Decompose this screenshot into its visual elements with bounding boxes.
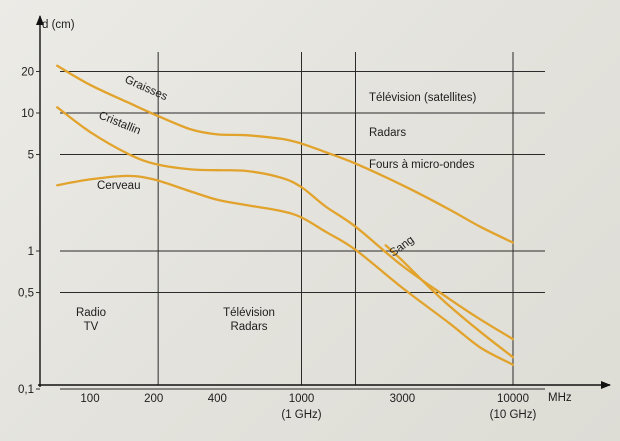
y-tick-label-0: 20 <box>21 66 34 78</box>
x-tick-label-3: 1000 <box>289 393 315 405</box>
x-tick-sublabel-3: (1 GHz) <box>281 409 321 421</box>
y-tick-label-1: 10 <box>21 108 34 120</box>
annotation-television-satellites: Télévision (satellites) <box>369 92 477 104</box>
x-tick-label-5: 10000 <box>497 393 529 405</box>
annotation-radars: Radars <box>369 127 406 139</box>
y-axis-label: d (cm) <box>42 19 75 31</box>
annotation-fours-micro-ondes: Fours à micro-ondes <box>369 159 475 171</box>
x-tick-label-2: 400 <box>208 393 227 405</box>
series-label-cerveau: Cerveau <box>97 180 140 192</box>
series-line-graisses <box>56 64 515 244</box>
series-label-cristallin: Cristallin <box>97 110 142 138</box>
x-tick-label-1: 200 <box>144 393 163 405</box>
series-label-sang: Sang <box>388 234 417 259</box>
annotation-radio: Radio <box>76 307 106 319</box>
series-line-sang <box>384 244 515 359</box>
series-curves <box>56 64 515 366</box>
x-tick-label-0: 100 <box>80 393 99 405</box>
x-tick-label-4: 3000 <box>390 393 416 405</box>
chart-grid <box>60 52 545 390</box>
y-tick-label-2: 5 <box>28 150 34 162</box>
annotation-television: Télévision <box>223 307 275 319</box>
series-label-graisses: Graisses <box>123 74 170 104</box>
annotation-radars-low: Radars <box>230 321 267 333</box>
chart-axes <box>36 15 611 389</box>
series-line-cerveau <box>56 174 515 366</box>
annotation-tv: TV <box>84 321 99 333</box>
y-tick-label-4: 0,5 <box>18 288 34 300</box>
x-tick-sublabel-5: (10 GHz) <box>490 409 537 421</box>
x-axis-label: MHz <box>548 392 572 404</box>
x-tick-labels: 100 200 400 1000 (1 GHz) 3000 10000 (10 GHz) <box>80 393 536 421</box>
y-tick-label-3: 1 <box>28 246 34 258</box>
y-tick-labels: 20 10 5 1 0,5 0,1 <box>18 66 40 396</box>
series-line-cristallin <box>56 106 515 341</box>
y-tick-label-5: 0,1 <box>18 384 34 396</box>
